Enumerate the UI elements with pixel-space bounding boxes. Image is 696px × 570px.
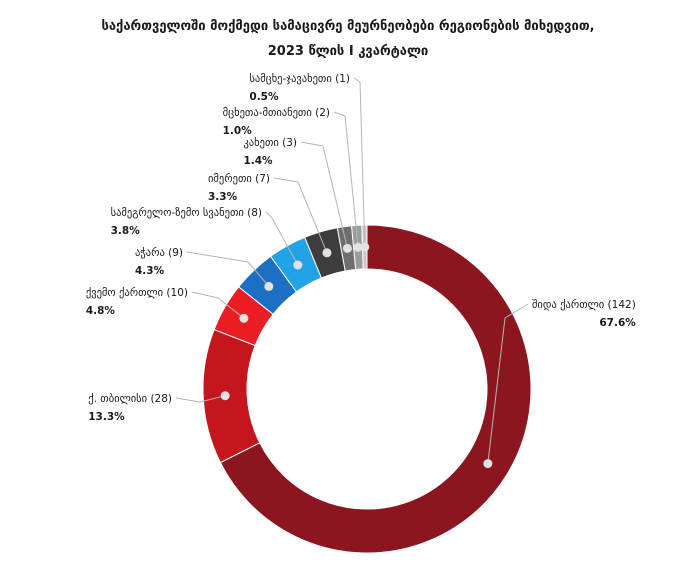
- slice-label-3: აჭარა (9): [135, 247, 183, 259]
- leader-line-0: [487, 303, 529, 464]
- slice-percent-4: 3.8%: [111, 225, 141, 237]
- leader-lines: [175, 77, 529, 469]
- slice-marker-4: [293, 260, 303, 270]
- slice-marker-3: [264, 281, 274, 291]
- slice-1: [202, 328, 261, 464]
- slice-label-5: იმერეთი (7): [208, 173, 270, 185]
- slice-marker-7: [353, 242, 363, 252]
- slice-percent-5: 3.3%: [208, 191, 238, 203]
- slice-marker-1: [220, 391, 230, 401]
- slice-percent-1: 13.3%: [88, 411, 125, 423]
- leader-line-1: [175, 395, 226, 403]
- slice-label-7: მცხეთა-მთიანეთი (2): [223, 107, 330, 119]
- slice-label-8: სამცხე-ჯავახეთი (1): [249, 73, 350, 85]
- slice-0: [219, 224, 532, 554]
- slice-marker-2: [239, 313, 249, 323]
- donut-slices: [202, 224, 532, 554]
- leader-line-4: [265, 211, 299, 266]
- leader-line-6: [300, 141, 348, 249]
- leader-line-3: [186, 251, 270, 287]
- leader-line-5: [273, 177, 328, 253]
- slice-marker-6: [342, 243, 352, 253]
- slice-percent-7: 1.0%: [223, 125, 253, 137]
- chart-title-line-1: საქართველოში მოქმედი სამაცივრე მეურნეობე…: [101, 19, 595, 34]
- slice-percent-8: 0.5%: [249, 91, 279, 103]
- slice-label-6: კახეთი (3): [243, 137, 297, 149]
- slice-percent-2: 4.8%: [86, 305, 116, 317]
- slice-label-0: შიდა ქართლი (142): [532, 299, 636, 311]
- leader-line-2: [191, 291, 245, 319]
- slice-labels: შიდა ქართლი (142) 67.6% ქ. თბილისი (28) 13.…: [86, 73, 636, 423]
- slice-label-2: ქვემო ქართლი (10): [86, 287, 188, 299]
- slice-label-1: ქ. თბილისი (28): [88, 393, 172, 405]
- leader-line-8: [353, 77, 366, 248]
- leader-line-7: [333, 111, 359, 248]
- slice-marker-5: [322, 248, 332, 258]
- slice-percent-3: 4.3%: [135, 265, 165, 277]
- slice-marker-8: [360, 242, 370, 252]
- chart-title: საქართველოში მოქმედი სამაცივრე მეურნეობე…: [0, 14, 696, 64]
- slice-percent-6: 1.4%: [243, 155, 273, 167]
- slice-marker-0: [483, 459, 493, 469]
- slice-label-4: სამეგრელო-ზემო სვანეთი (8): [111, 207, 262, 219]
- chart-title-line-2: 2023 წლის I კვარტალი: [267, 44, 429, 59]
- slice-percent-0: 67.6%: [599, 317, 636, 329]
